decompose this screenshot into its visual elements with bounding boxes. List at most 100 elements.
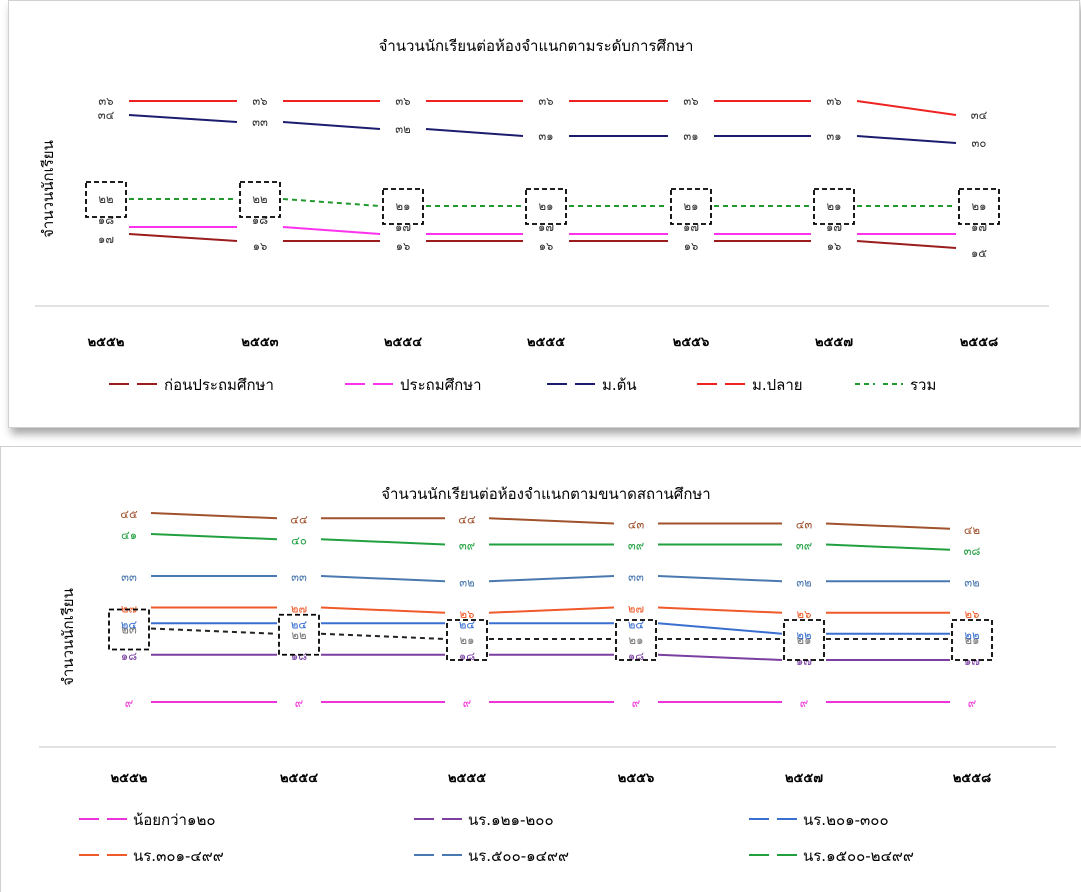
highlight-box — [783, 619, 825, 661]
series-line-segment — [150, 627, 278, 635]
data-label: ๒๑ — [460, 633, 475, 647]
data-label: ๒๑ — [797, 633, 812, 647]
data-label: ๓๑ — [538, 129, 553, 143]
y-axis-label: จำนวนนักเรียน — [39, 140, 57, 238]
highlight-box — [813, 188, 855, 225]
data-label: ๓๙ — [459, 539, 475, 553]
data-label: ๑๗ — [826, 220, 842, 234]
series-line-segment — [128, 114, 238, 123]
x-tick-label: ๒๕๕๕ — [527, 335, 565, 350]
data-label: ๒๒ — [291, 628, 306, 642]
data-label: ๒๔ — [291, 617, 308, 631]
highlight-box — [382, 188, 424, 225]
data-label: ๒๖ — [797, 607, 812, 621]
highlight-box — [670, 188, 712, 225]
chart-size-svg: จำนวนนักเรียนต่อห้องจำแนกตามขนาดสถานศึกษ… — [39, 485, 1056, 865]
data-label: ๑๗ — [683, 220, 699, 234]
series-line-segment — [320, 538, 446, 546]
data-label: ๑๗ — [796, 654, 812, 668]
data-label: ๑๗ — [395, 220, 411, 234]
data-label: ๒๗ — [291, 602, 307, 616]
data-label: ๓๒ — [459, 575, 474, 589]
data-label: ๙ — [295, 696, 303, 710]
data-label: ๑๗ — [98, 232, 114, 246]
data-label: ๒๒ — [252, 192, 267, 206]
data-label: ๒๖ — [965, 607, 980, 621]
data-label: ๔๔ — [290, 512, 308, 526]
x-tick-label: ๒๕๕๕ — [448, 771, 486, 786]
data-label: ๒๑ — [684, 199, 699, 213]
series-line-segment — [320, 632, 446, 640]
data-label: ๙ — [968, 696, 976, 710]
data-label: ๓๓ — [252, 115, 268, 129]
chart-level-svg: จำนวนนักเรียนต่อห้องจำแนกตามระดับการศึกษ… — [35, 37, 1049, 394]
legend-label: รวม — [910, 376, 936, 394]
x-tick-label: ๒๕๕๘ — [960, 335, 998, 350]
series-line-segment — [657, 622, 783, 635]
series-line-segment — [282, 226, 381, 235]
data-label: ๒๑ — [396, 199, 411, 213]
series-line-segment — [128, 233, 238, 242]
series-line-segment — [282, 198, 381, 207]
x-tick-label: ๒๕๕๖ — [673, 335, 710, 350]
legend-label: น้อยกว่า๑๒๐ — [133, 811, 216, 829]
legend-label: ก่อนประถมศึกษา — [164, 376, 274, 394]
data-label: ๓๙ — [628, 539, 644, 553]
data-label: ๓๖ — [826, 94, 841, 108]
series-line-segment — [150, 533, 278, 541]
x-tick-label: ๒๕๕๖ — [618, 771, 655, 786]
highlight-box — [239, 181, 281, 218]
data-label: ๓๐ — [972, 136, 987, 150]
data-label: ๔๓ — [628, 518, 645, 532]
data-label: ๑๕ — [971, 246, 987, 260]
series-line-segment — [320, 575, 446, 583]
data-label: ๒๑ — [965, 633, 980, 647]
data-label: ๓๓ — [628, 570, 644, 584]
legend-label: นร.๑๕๐๐-๒๔๙๙ — [803, 847, 914, 865]
series-line-segment — [856, 100, 957, 116]
x-tick-label: ๒๕๕๘ — [953, 771, 991, 786]
data-label: ๑๗ — [538, 220, 554, 234]
data-label: ๑๘ — [98, 213, 114, 227]
data-label: ๓๙ — [796, 539, 812, 553]
series-line-segment — [150, 512, 278, 520]
data-label: ๒๓ — [121, 623, 137, 637]
x-tick-label: ๒๕๕๒ — [111, 771, 148, 786]
data-label: ๙ — [632, 696, 640, 710]
data-label: ๒๒ — [964, 628, 979, 642]
data-label: ๔๓ — [796, 518, 813, 532]
chart-title: จำนวนนักเรียนต่อห้องจำแนกตามระดับการศึกษ… — [379, 37, 694, 55]
series-line-segment — [488, 517, 615, 525]
series-line-segment — [657, 653, 783, 661]
data-label: ๒๖ — [460, 607, 475, 621]
y-axis-label: จำนวนนักเรียน — [59, 588, 77, 686]
series-line-segment — [488, 606, 615, 614]
highlight-box — [615, 619, 657, 661]
data-label: ๓๖ — [538, 94, 553, 108]
data-label: ๓๓ — [291, 570, 307, 584]
data-label: ๑๖ — [396, 239, 411, 253]
x-tick-label: ๒๕๕๔ — [280, 771, 318, 786]
data-label: ๙ — [463, 696, 471, 710]
data-label: ๑๗ — [971, 220, 987, 234]
data-label: ๒๗ — [121, 602, 137, 616]
data-label: ๓๑ — [683, 129, 698, 143]
x-tick-label: ๒๕๕๗ — [815, 335, 853, 350]
data-label: ๑๖ — [253, 239, 268, 253]
data-label: ๓๔ — [98, 108, 115, 122]
data-label: ๓๒ — [796, 575, 811, 589]
data-label: ๑๖ — [539, 239, 554, 253]
data-label: ๓๓ — [121, 570, 137, 584]
highlight-box — [108, 608, 150, 651]
data-label: ๒๒ — [796, 628, 811, 642]
data-label: ๓๔ — [971, 108, 988, 122]
legend-label: ม.ต้น — [602, 376, 637, 394]
data-label: ๓๖ — [98, 94, 113, 108]
data-label: ๑๘ — [291, 649, 307, 663]
series-line-segment — [856, 240, 957, 249]
highlight-box — [951, 619, 993, 661]
x-tick-label: ๒๕๕๔ — [384, 335, 422, 350]
data-label: ๙ — [125, 696, 133, 710]
x-tick-label: ๒๕๕๗ — [785, 771, 823, 786]
highlight-box — [958, 188, 1000, 225]
